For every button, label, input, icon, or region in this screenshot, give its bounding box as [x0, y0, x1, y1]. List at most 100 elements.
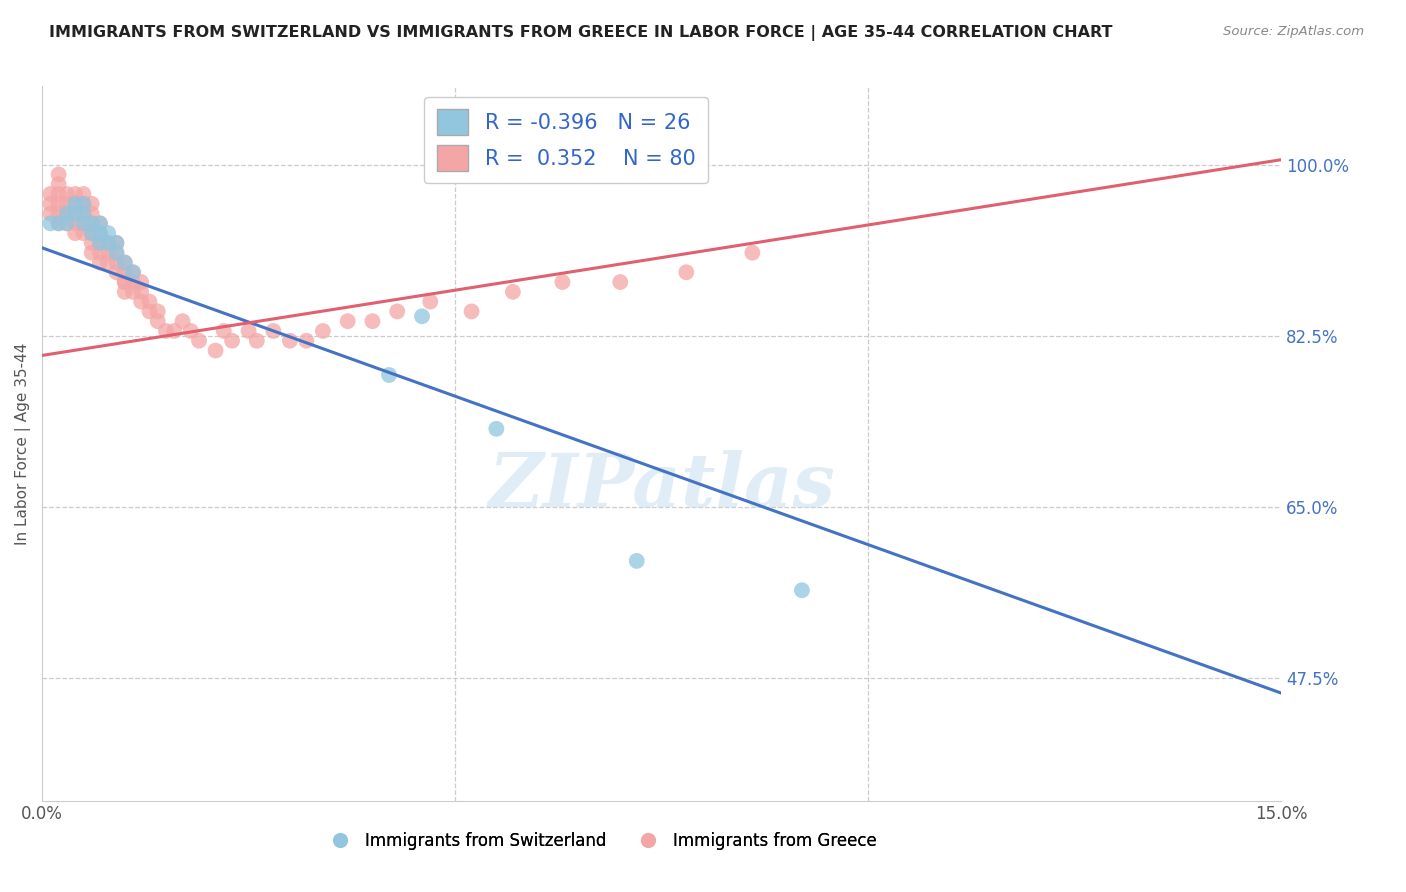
Point — [89, 235, 111, 250]
Text: ZIPatlas: ZIPatlas — [488, 450, 835, 523]
Point — [114, 275, 136, 289]
Point — [63, 206, 86, 220]
Point — [80, 235, 103, 250]
Point — [138, 304, 160, 318]
Point — [129, 294, 152, 309]
Point — [246, 334, 269, 348]
Point — [80, 216, 103, 230]
Point — [72, 206, 94, 220]
Point — [626, 554, 648, 568]
Point — [114, 285, 136, 299]
Point — [122, 265, 145, 279]
Point — [114, 275, 136, 289]
Point — [72, 226, 94, 240]
Point — [163, 324, 186, 338]
Point — [56, 206, 79, 220]
Point — [312, 324, 335, 338]
Point — [63, 186, 86, 201]
Point — [97, 235, 120, 250]
Point — [146, 304, 169, 318]
Point — [56, 196, 79, 211]
Point — [105, 265, 128, 279]
Point — [411, 310, 433, 324]
Point — [221, 334, 243, 348]
Point — [72, 196, 94, 211]
Point — [63, 226, 86, 240]
Point — [212, 324, 235, 338]
Point — [129, 285, 152, 299]
Point — [609, 275, 631, 289]
Point — [172, 314, 194, 328]
Point — [80, 226, 103, 240]
Point — [56, 206, 79, 220]
Point — [89, 255, 111, 269]
Text: Source: ZipAtlas.com: Source: ZipAtlas.com — [1223, 25, 1364, 38]
Point — [502, 285, 524, 299]
Point — [48, 168, 70, 182]
Point — [48, 196, 70, 211]
Point — [336, 314, 359, 328]
Point — [129, 275, 152, 289]
Point — [72, 196, 94, 211]
Point — [485, 422, 508, 436]
Point — [419, 294, 441, 309]
Point — [138, 294, 160, 309]
Point — [72, 216, 94, 230]
Point — [295, 334, 318, 348]
Point — [361, 314, 384, 328]
Point — [204, 343, 226, 358]
Point — [48, 206, 70, 220]
Point — [97, 235, 120, 250]
Point — [63, 216, 86, 230]
Point — [97, 226, 120, 240]
Point — [80, 196, 103, 211]
Point — [122, 285, 145, 299]
Point — [387, 304, 409, 318]
Point — [89, 226, 111, 240]
Point — [80, 226, 103, 240]
Point — [48, 186, 70, 201]
Y-axis label: In Labor Force | Age 35-44: In Labor Force | Age 35-44 — [15, 343, 31, 545]
Point — [122, 265, 145, 279]
Point — [790, 583, 813, 598]
Point — [72, 216, 94, 230]
Point — [39, 216, 62, 230]
Legend: Immigrants from Switzerland, Immigrants from Greece: Immigrants from Switzerland, Immigrants … — [316, 825, 883, 856]
Point — [460, 304, 482, 318]
Point — [155, 324, 177, 338]
Point — [105, 245, 128, 260]
Point — [80, 245, 103, 260]
Point — [238, 324, 260, 338]
Point — [114, 265, 136, 279]
Point — [80, 206, 103, 220]
Point — [89, 245, 111, 260]
Point — [63, 196, 86, 211]
Point — [56, 186, 79, 201]
Point — [114, 255, 136, 269]
Point — [741, 245, 763, 260]
Point — [48, 178, 70, 192]
Point — [48, 216, 70, 230]
Point — [97, 255, 120, 269]
Point — [180, 324, 202, 338]
Point — [188, 334, 211, 348]
Point — [39, 206, 62, 220]
Point — [105, 245, 128, 260]
Point — [378, 368, 401, 382]
Point — [278, 334, 301, 348]
Point — [89, 216, 111, 230]
Text: IMMIGRANTS FROM SWITZERLAND VS IMMIGRANTS FROM GREECE IN LABOR FORCE | AGE 35-44: IMMIGRANTS FROM SWITZERLAND VS IMMIGRANT… — [49, 25, 1112, 41]
Point — [63, 206, 86, 220]
Point — [56, 216, 79, 230]
Point — [675, 265, 697, 279]
Point — [105, 255, 128, 269]
Point — [89, 226, 111, 240]
Point — [48, 216, 70, 230]
Point — [146, 314, 169, 328]
Point — [122, 275, 145, 289]
Point — [97, 245, 120, 260]
Point — [262, 324, 284, 338]
Point — [105, 235, 128, 250]
Point — [89, 216, 111, 230]
Point — [39, 196, 62, 211]
